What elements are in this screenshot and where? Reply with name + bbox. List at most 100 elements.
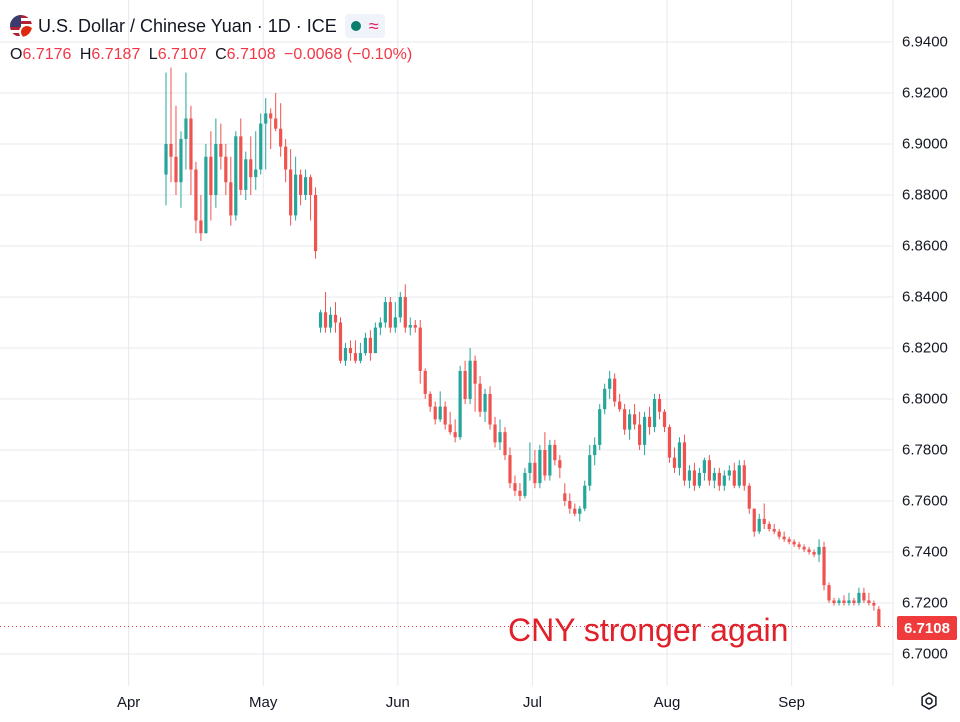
candle <box>623 404 627 435</box>
candle <box>628 409 632 440</box>
candle-body <box>184 118 188 139</box>
candle-body <box>568 501 572 509</box>
candle-body <box>428 393 432 407</box>
candle-body <box>533 462 537 484</box>
candle <box>408 317 412 336</box>
candle <box>523 467 527 499</box>
candle-body <box>403 297 407 328</box>
candle <box>807 546 811 555</box>
candle-body <box>498 432 502 443</box>
candle-body <box>169 144 173 157</box>
candle-body <box>189 118 193 170</box>
candle <box>692 462 697 491</box>
candle-body <box>488 393 492 425</box>
candle-body <box>453 432 457 438</box>
candle <box>787 536 791 545</box>
candle-body <box>289 169 293 216</box>
candle-body <box>443 406 447 425</box>
candle <box>832 597 836 606</box>
candle-body <box>657 399 662 412</box>
candle-body <box>318 312 323 328</box>
candle <box>722 470 726 491</box>
candle <box>453 419 457 443</box>
candle-body <box>662 411 667 428</box>
market-status[interactable]: ≈ <box>344 14 385 38</box>
candle <box>598 404 602 450</box>
candle-body <box>383 302 387 323</box>
usd-cny-flag-icon <box>10 15 32 37</box>
candle <box>752 508 756 537</box>
candle <box>433 401 437 425</box>
candle <box>219 123 223 170</box>
ohlc-high-key: H <box>79 46 92 63</box>
candle-body <box>747 485 751 509</box>
candle <box>767 521 771 532</box>
candle-body <box>757 518 761 532</box>
candle-body <box>702 460 706 473</box>
candle <box>847 592 851 606</box>
y-tick-label: 6.7800 <box>902 441 948 459</box>
candle-body <box>857 592 861 603</box>
candle-body <box>239 136 243 190</box>
candle <box>388 297 392 333</box>
symbol-title[interactable]: U.S. Dollar / Chinese Yuan · 1D · ICE <box>38 15 337 36</box>
candle <box>383 297 387 328</box>
candle <box>737 460 741 489</box>
candle <box>672 447 677 473</box>
y-tick-label: 6.7600 <box>902 492 948 510</box>
candle-body <box>692 470 697 486</box>
candle-body <box>284 146 288 170</box>
candle <box>533 450 537 489</box>
candle-body <box>508 455 512 484</box>
candle-body <box>807 549 811 552</box>
candle <box>343 342 348 366</box>
candle-body <box>797 544 801 547</box>
candle <box>618 393 622 412</box>
candle-body <box>822 546 826 586</box>
candle <box>468 348 472 405</box>
candle <box>822 541 826 591</box>
candle <box>358 342 363 364</box>
candle <box>423 368 427 399</box>
candle-body <box>847 600 851 603</box>
chart-settings-icon[interactable] <box>918 690 940 712</box>
candle <box>363 332 368 356</box>
x-tick-label: Apr <box>116 694 141 711</box>
candle <box>353 340 358 364</box>
candle <box>204 144 208 234</box>
y-tick-label: 6.8200 <box>902 339 948 357</box>
candle-body <box>852 600 856 603</box>
candle <box>712 467 716 489</box>
candle-body <box>209 156 213 195</box>
x-tick-label: Aug <box>653 694 681 711</box>
candle <box>498 419 502 450</box>
candle-body <box>204 156 208 234</box>
candle <box>697 467 702 489</box>
candle-body <box>378 322 382 328</box>
candle-body <box>328 314 333 328</box>
candle-body <box>294 174 298 216</box>
candle <box>742 460 746 491</box>
candle-body <box>583 485 587 509</box>
candle-body <box>269 113 273 119</box>
candle <box>299 169 303 206</box>
chart-grid <box>0 0 893 686</box>
candle-body <box>199 220 203 234</box>
candle <box>568 493 572 514</box>
x-tick-label: May <box>249 694 278 711</box>
candle <box>249 136 253 195</box>
candle <box>777 529 781 540</box>
candle <box>657 393 662 420</box>
candle <box>308 174 313 221</box>
candle-body <box>373 327 377 354</box>
candle-body <box>219 144 223 157</box>
candle-body <box>438 406 442 420</box>
candle <box>583 480 587 512</box>
candle-body <box>558 460 562 468</box>
candle-body <box>368 337 372 354</box>
candle <box>264 98 268 170</box>
candle-body <box>244 159 248 190</box>
candle <box>707 455 711 486</box>
candle <box>613 373 617 407</box>
